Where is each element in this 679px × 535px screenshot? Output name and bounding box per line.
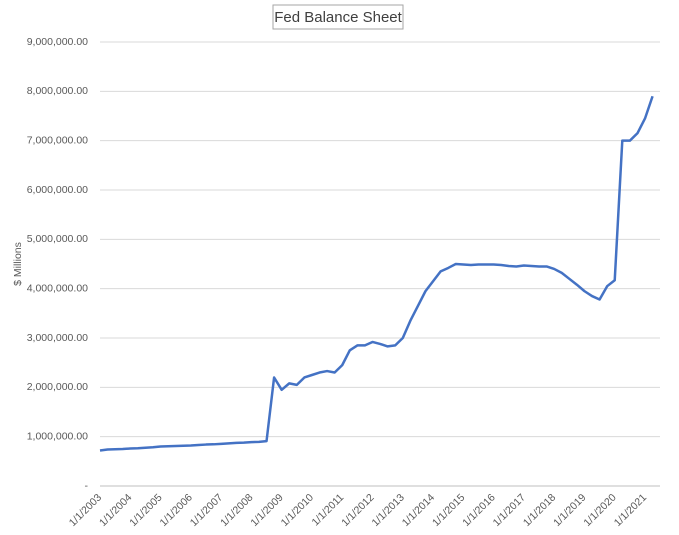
y-axis-label: $ Millions [12, 242, 24, 286]
title-box [272, 4, 404, 30]
y-tick-label: 8,000,000.00 [27, 85, 88, 97]
y-tick-label: 1,000,000.00 [27, 430, 88, 442]
y-tick-label: 3,000,000.00 [27, 332, 88, 344]
y-tick-label: 2,000,000.00 [27, 381, 88, 393]
x-tick-label: 1/1/2021 [612, 491, 649, 528]
y-tick-label: - [85, 480, 89, 492]
y-tick-label: 5,000,000.00 [27, 233, 88, 245]
y-tick-label: 9,000,000.00 [27, 36, 88, 48]
y-tick-label: 7,000,000.00 [27, 134, 88, 146]
chart-title: Fed Balance Sheet [274, 9, 402, 26]
y-tick-label: 4,000,000.00 [27, 282, 88, 294]
y-tick-label: 6,000,000.00 [27, 184, 88, 196]
data-line [99, 95, 654, 452]
x-tick-label: 1/1/2010 [279, 491, 316, 528]
